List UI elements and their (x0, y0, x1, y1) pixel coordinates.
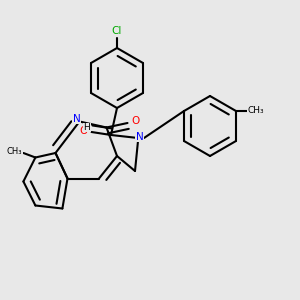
Text: H: H (84, 123, 90, 132)
Text: CH₃: CH₃ (7, 147, 22, 156)
Text: N: N (136, 131, 143, 142)
Text: CH₃: CH₃ (247, 106, 264, 116)
Text: O: O (80, 125, 88, 136)
Text: N: N (73, 113, 80, 124)
Text: O: O (131, 116, 139, 127)
Text: Cl: Cl (112, 26, 122, 37)
